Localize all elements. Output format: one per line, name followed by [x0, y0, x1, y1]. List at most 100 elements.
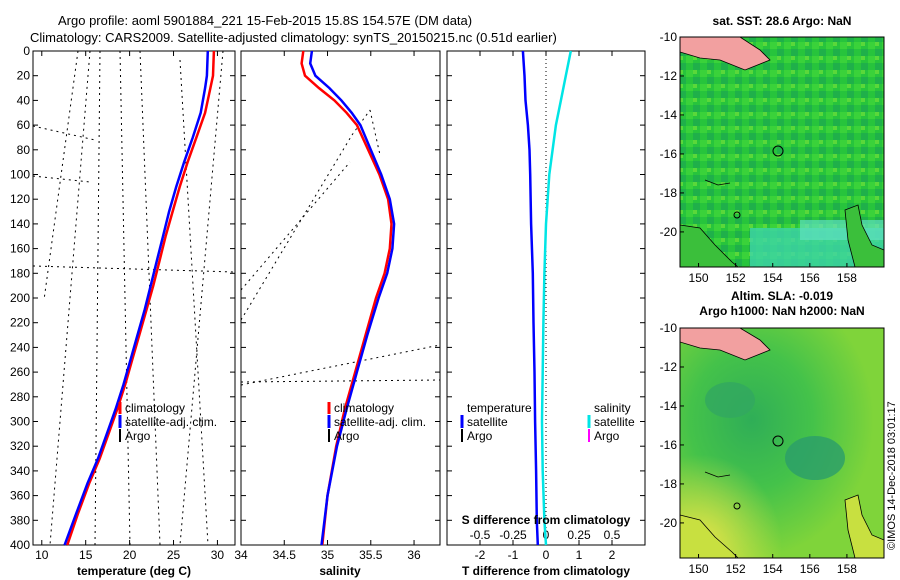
legend-s-satellite: satellite	[594, 415, 635, 429]
map-y-tick-label: -14	[660, 108, 678, 122]
land-new-guinea	[679, 327, 771, 361]
depth-tick-label: 80	[17, 143, 31, 157]
map-x-tick-label: 154	[763, 562, 783, 576]
s-tick-label: 0.25	[567, 528, 591, 542]
series-line-salinity-satellite	[540, 50, 573, 546]
x-tick-label: 10	[35, 548, 49, 562]
depth-tick-label: 40	[17, 93, 31, 107]
depth-tick-label: 20	[17, 69, 31, 83]
salinity-lines	[300, 50, 396, 546]
x-tick-label: 2	[609, 548, 616, 562]
map-y-tick-label: -12	[660, 360, 678, 374]
legend-t-argo: Argo	[467, 429, 493, 443]
salinity-panel: 34 34.5 35 35.5 36 salinity climatology sate…	[234, 50, 441, 578]
legend-salinity-title: salinity	[594, 401, 631, 415]
sla-map-title: Altim. SLA: -0.019	[731, 289, 833, 303]
map-x-tick-label: 156	[800, 271, 820, 285]
difference-legend: temperature satellite Argo salinity sate…	[460, 401, 635, 443]
map-x-tick-label: 158	[837, 562, 857, 576]
argo-dotted-line	[119, 50, 131, 546]
x-tick-label: 36	[407, 548, 421, 562]
sla-map-axes: 150 152 154 156 158 -10 -12 -14 -16 -18 -20	[660, 321, 858, 576]
map-y-tick-label: -10	[660, 321, 678, 335]
sst-cool-patch	[800, 220, 884, 240]
legend-s-argo: Argo	[594, 429, 620, 443]
coastline	[704, 471, 731, 478]
map-x-tick-label: 156	[800, 562, 820, 576]
sst-argo-marker	[772, 145, 784, 157]
map-x-tick-label: 154	[763, 271, 783, 285]
sst-map: sat. SST: 28.6 Argo: NaN 150 152 154 156 158…	[660, 14, 885, 285]
depth-tick-label: 0	[23, 44, 30, 58]
difference-axes-frame	[446, 50, 646, 546]
argo-dotted-line	[49, 50, 91, 546]
depth-tick-label: 240	[10, 340, 30, 354]
difference-lines	[521, 50, 573, 546]
x-tick-label: 0	[543, 548, 550, 562]
temperature-x-axis: 10 15 20 25 30	[33, 50, 235, 562]
x-tick-label: -1	[508, 548, 519, 562]
depth-tick-label: 280	[10, 390, 30, 404]
sla-argo-marker	[772, 435, 784, 447]
depth-tick-label: 60	[17, 118, 31, 132]
depth-axis: 0 20 40 60 80 100 120 140 160 180 200 220 240 260 280 3…	[10, 44, 30, 552]
sla-map-subtitle: Argo h1000: NaN h2000: NaN	[699, 304, 864, 318]
legend-climatology: climatology	[334, 401, 394, 415]
depth-tick-label: 120	[10, 192, 30, 206]
x-tick-label: 1	[576, 548, 583, 562]
salinity-x-axis: 34 34.5 35 35.5 36	[234, 50, 440, 562]
salinity-legend: climatology satellite-adj. clim. Argo	[327, 401, 426, 443]
sst-reef-marker	[733, 211, 741, 219]
depth-tick-label: 380	[10, 513, 30, 527]
legend-argo: Argo	[334, 429, 360, 443]
legend-satellite: satellite-adj. clim.	[334, 415, 426, 429]
x-tick-label: 34.5	[273, 548, 297, 562]
land-new-guinea	[679, 36, 771, 71]
map-x-tick-label: 150	[689, 271, 709, 285]
series-line-climatology	[300, 50, 393, 546]
x-tick-label: 25	[167, 548, 181, 562]
series-line-satellite-adj-clim-	[308, 50, 396, 546]
map-y-tick-label: -18	[660, 186, 678, 200]
header-line-1: Argo profile: aoml 5901884_221 15-Feb-20…	[58, 13, 472, 28]
argo-dotted-line	[351, 109, 371, 136]
sla-map-frame	[679, 327, 885, 559]
depth-tick-label: 100	[10, 168, 30, 182]
temperature-x-label: temperature (deg C)	[77, 564, 191, 578]
legend-temperature-title: temperature	[467, 401, 532, 415]
map-x-tick-label: 150	[689, 562, 709, 576]
sla-low-center	[785, 436, 845, 480]
x-tick-label: 15	[79, 548, 93, 562]
sla-low-center	[705, 382, 755, 418]
depth-tick-label: 340	[10, 464, 30, 478]
map-y-tick-label: -12	[660, 69, 678, 83]
s-tick-label: -0.5	[470, 528, 491, 542]
argo-dotted-line	[179, 50, 224, 546]
map-y-tick-label: -20	[660, 225, 678, 239]
temperature-lines	[63, 50, 216, 546]
temperature-axes-frame	[32, 50, 236, 546]
map-y-tick-label: -18	[660, 477, 678, 491]
x-tick-label: 35.5	[359, 548, 383, 562]
x-tick-label: 35	[321, 548, 335, 562]
argo-dotted-line	[32, 265, 236, 273]
map-x-tick-label: 158	[837, 271, 857, 285]
map-y-tick-label: -16	[660, 438, 678, 452]
imos-watermark: ©IMOS 14-Dec-2018 03:01:17	[886, 401, 898, 550]
sst-map-title: sat. SST: 28.6 Argo: NaN	[713, 14, 852, 28]
sst-map-axes: 150 152 154 156 158 -10 -12 -14 -16 -18 -20	[660, 30, 858, 285]
map-y-tick-label: -14	[660, 399, 678, 413]
depth-tick-label: 360	[10, 489, 30, 503]
argo-dotted-line	[32, 125, 96, 141]
legend-argo: Argo	[125, 429, 151, 443]
legend-t-satellite: satellite	[467, 415, 508, 429]
depth-tick-label: 140	[10, 217, 30, 231]
map-y-tick-label: -10	[660, 30, 678, 44]
s-tick-label: -0.25	[499, 528, 527, 542]
map-y-tick-label: -20	[660, 516, 678, 530]
coastline	[704, 179, 731, 186]
series-line-temperature-satellite	[521, 50, 540, 546]
depth-tick-label: 300	[10, 415, 30, 429]
